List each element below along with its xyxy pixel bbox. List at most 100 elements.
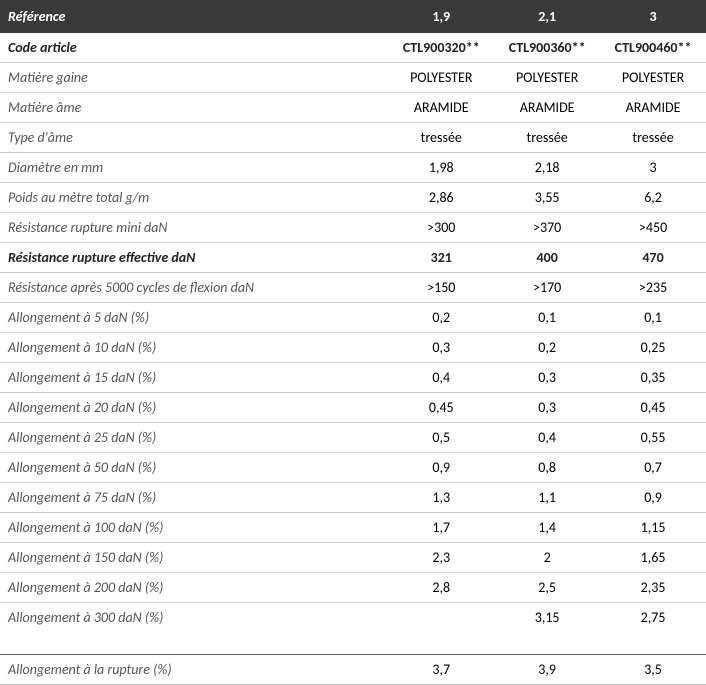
- row-value: tressée: [494, 123, 600, 153]
- table-row: Résistance après 5000 cycles de flexion …: [0, 273, 706, 303]
- row-value: 0,1: [494, 303, 600, 333]
- table-row: Matière gainePOLYESTERPOLYESTERPOLYESTER: [0, 63, 706, 93]
- table-row: Poids au mètre total g/m2,863,556,2: [0, 183, 706, 213]
- row-value: 3,55: [494, 183, 600, 213]
- row-value: 0,7: [600, 453, 706, 483]
- row-value: 0,9: [388, 453, 494, 483]
- row-value: 0,45: [388, 393, 494, 423]
- header-val: 3: [600, 0, 706, 33]
- row-value: 0,45: [600, 393, 706, 423]
- row-label: Allongement à 300 daN (%): [0, 603, 388, 633]
- row-value: 0,35: [600, 363, 706, 393]
- row-value: >150: [388, 273, 494, 303]
- row-value: 0,2: [388, 303, 494, 333]
- row-value: 0,55: [600, 423, 706, 453]
- row-label: Matière gaine: [0, 63, 388, 93]
- table-row: Allongement à 5 daN (%)0,20,10,1: [0, 303, 706, 333]
- row-value: 0,3: [494, 393, 600, 423]
- table-row: Allongement à 200 daN (%)2,82,52,35: [0, 573, 706, 603]
- header-val: 2,1: [494, 0, 600, 33]
- row-value: >235: [600, 273, 706, 303]
- table-row: Résistance rupture mini daN>300>370>450: [0, 213, 706, 243]
- table-body: Code articleCTL900320**CTL900360**CTL900…: [0, 33, 706, 684]
- table-row: Allongement à la rupture (%)3,73,93,5: [0, 654, 706, 684]
- row-value: CTL900460**: [600, 33, 706, 63]
- row-value: POLYESTER: [600, 63, 706, 93]
- row-value: 1,3: [388, 483, 494, 513]
- table-row: Allongement à 20 daN (%)0,450,30,45: [0, 393, 706, 423]
- table-row: Allongement à 75 daN (%)1,31,10,9: [0, 483, 706, 513]
- row-value: tressée: [600, 123, 706, 153]
- table-row: Allongement à 15 daN (%)0,40,30,35: [0, 363, 706, 393]
- row-value: [388, 603, 494, 633]
- table-row: Code articleCTL900320**CTL900360**CTL900…: [0, 33, 706, 63]
- table-row: Allongement à 100 daN (%)1,71,41,15: [0, 513, 706, 543]
- row-value: 0,25: [600, 333, 706, 363]
- row-value: CTL900360**: [494, 33, 600, 63]
- row-value: POLYESTER: [494, 63, 600, 93]
- row-label: Allongement à 200 daN (%): [0, 573, 388, 603]
- row-value: 0,3: [388, 333, 494, 363]
- row-value: 1,1: [494, 483, 600, 513]
- table-row: Type d'âmetresséetresséetressée: [0, 123, 706, 153]
- header-val: 1,9: [388, 0, 494, 33]
- row-value: 2,75: [600, 603, 706, 633]
- row-value: 0,1: [600, 303, 706, 333]
- row-label: Allongement à 20 daN (%): [0, 393, 388, 423]
- table-row: Allongement à 150 daN (%)2,321,65: [0, 543, 706, 573]
- row-value: 1,65: [600, 543, 706, 573]
- row-value: 3,15: [494, 603, 600, 633]
- row-value: 0,2: [494, 333, 600, 363]
- row-label: Résistance rupture mini daN: [0, 213, 388, 243]
- row-value: 0,3: [494, 363, 600, 393]
- row-value: 6,2: [600, 183, 706, 213]
- row-value: 0,4: [494, 423, 600, 453]
- row-value: 0,4: [388, 363, 494, 393]
- row-value: 1,7: [388, 513, 494, 543]
- row-value: ARAMIDE: [388, 93, 494, 123]
- row-value: 0,5: [388, 423, 494, 453]
- spacer-cell: [0, 632, 706, 654]
- row-value: 2,3: [388, 543, 494, 573]
- row-label: Allongement à 25 daN (%): [0, 423, 388, 453]
- table-row: Résistance rupture effective daN32140047…: [0, 243, 706, 273]
- row-value: ARAMIDE: [494, 93, 600, 123]
- row-value: 2,5: [494, 573, 600, 603]
- table-row: Allongement à 300 daN (%) 3,152,75: [0, 603, 706, 633]
- table-row: Allongement à 10 daN (%)0,30,20,25: [0, 333, 706, 363]
- row-value: 0,8: [494, 453, 600, 483]
- row-label: Résistance après 5000 cycles de flexion …: [0, 273, 388, 303]
- row-label: Allongement à 75 daN (%): [0, 483, 388, 513]
- row-value: tressée: [388, 123, 494, 153]
- row-value: 2,35: [600, 573, 706, 603]
- row-label: Code article: [0, 33, 388, 63]
- row-label: Matière âme: [0, 93, 388, 123]
- row-value: 2,18: [494, 153, 600, 183]
- table-row: Diamètre en mm1,982,183: [0, 153, 706, 183]
- table-row: [0, 632, 706, 654]
- row-value: 3,9: [494, 654, 600, 684]
- row-label: Allongement à 5 daN (%): [0, 303, 388, 333]
- row-label: Allongement à 10 daN (%): [0, 333, 388, 363]
- row-label: Résistance rupture effective daN: [0, 243, 388, 273]
- row-label: Allongement à 150 daN (%): [0, 543, 388, 573]
- row-value: 1,98: [388, 153, 494, 183]
- header-label: Référence: [0, 0, 388, 33]
- row-value: 2,86: [388, 183, 494, 213]
- row-value: 2,8: [388, 573, 494, 603]
- row-value: 0,9: [600, 483, 706, 513]
- table-row: Matière âmeARAMIDEARAMIDEARAMIDE: [0, 93, 706, 123]
- row-value: ARAMIDE: [600, 93, 706, 123]
- row-label: Allongement à 100 daN (%): [0, 513, 388, 543]
- row-value: 2: [494, 543, 600, 573]
- row-label: Allongement à 50 daN (%): [0, 453, 388, 483]
- row-value: 1,15: [600, 513, 706, 543]
- row-value: 3,7: [388, 654, 494, 684]
- spec-table: Référence 1,9 2,1 3 Code articleCTL90032…: [0, 0, 706, 685]
- table-row: Allongement à 25 daN (%)0,50,40,55: [0, 423, 706, 453]
- row-value: POLYESTER: [388, 63, 494, 93]
- row-value: 470: [600, 243, 706, 273]
- table-row: Allongement à 50 daN (%)0,90,80,7: [0, 453, 706, 483]
- row-value: >450: [600, 213, 706, 243]
- row-label: Poids au mètre total g/m: [0, 183, 388, 213]
